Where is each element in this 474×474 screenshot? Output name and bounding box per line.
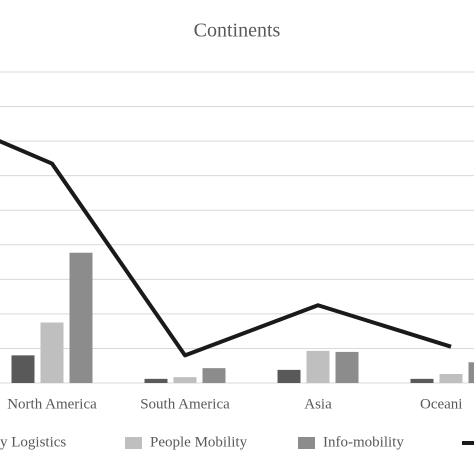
x-tick-label: Asia (304, 396, 332, 412)
legend-label: y Logistics (0, 434, 66, 450)
bar (410, 378, 434, 383)
bar (277, 369, 301, 383)
legend-label: Info-mobility (323, 434, 404, 450)
bar (335, 351, 359, 383)
legend-swatch (298, 437, 315, 449)
line-series (0, 139, 452, 358)
x-tick-label: South America (140, 396, 230, 412)
bar (439, 374, 463, 383)
legend-label: People Mobility (150, 434, 248, 450)
chart-title: Continents (194, 20, 281, 42)
bar (69, 252, 93, 383)
bar (173, 377, 197, 383)
x-tick-label: North America (7, 396, 97, 412)
bar (40, 322, 64, 383)
bar (11, 355, 35, 383)
bar (144, 378, 168, 383)
bar (202, 368, 226, 383)
bar (306, 350, 330, 383)
bar (468, 362, 474, 383)
legend-swatch (125, 437, 142, 449)
x-tick-label: Oceani (420, 396, 462, 412)
